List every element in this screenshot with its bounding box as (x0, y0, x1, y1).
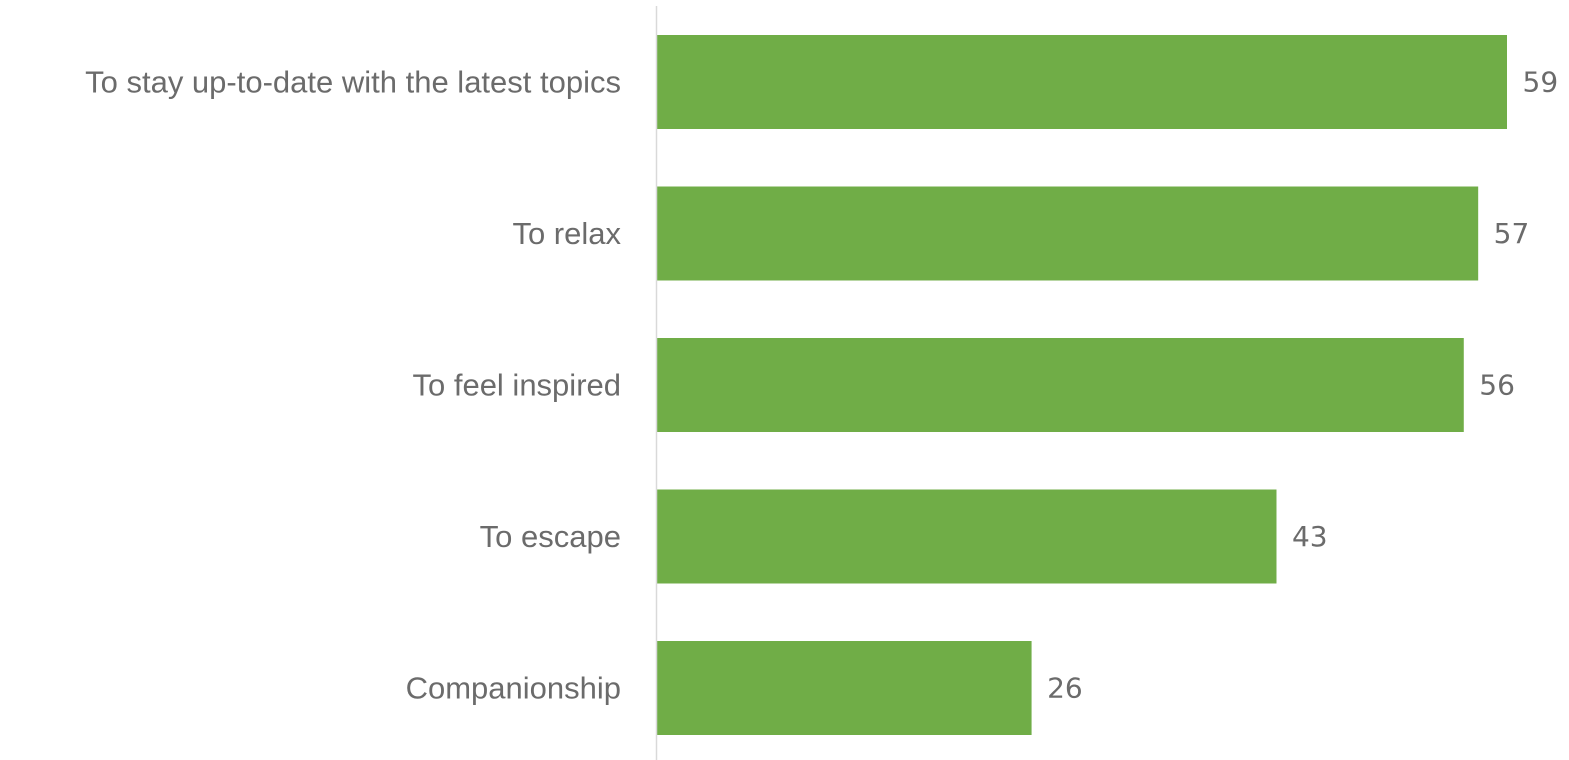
category-label: To escape (480, 519, 621, 554)
bar (657, 489, 1277, 584)
value-label: 43 (1292, 520, 1328, 553)
category-label: To relax (512, 216, 621, 251)
bar (657, 186, 1479, 281)
value-label: 57 (1494, 217, 1530, 250)
bar (657, 35, 1507, 129)
category-label: Companionship (406, 671, 621, 706)
value-label: 56 (1479, 369, 1515, 402)
bar (657, 338, 1464, 432)
bar-group (657, 35, 1507, 735)
value-label: 26 (1047, 672, 1083, 705)
value-label: 59 (1523, 66, 1559, 99)
value-label-group: 59 57 56 43 26 (1047, 66, 1558, 705)
bar (657, 641, 1032, 735)
category-label: To feel inspired (412, 368, 621, 403)
category-label-group: To stay up-to-date with the latest topic… (85, 65, 621, 706)
category-label: To stay up-to-date with the latest topic… (85, 65, 621, 100)
